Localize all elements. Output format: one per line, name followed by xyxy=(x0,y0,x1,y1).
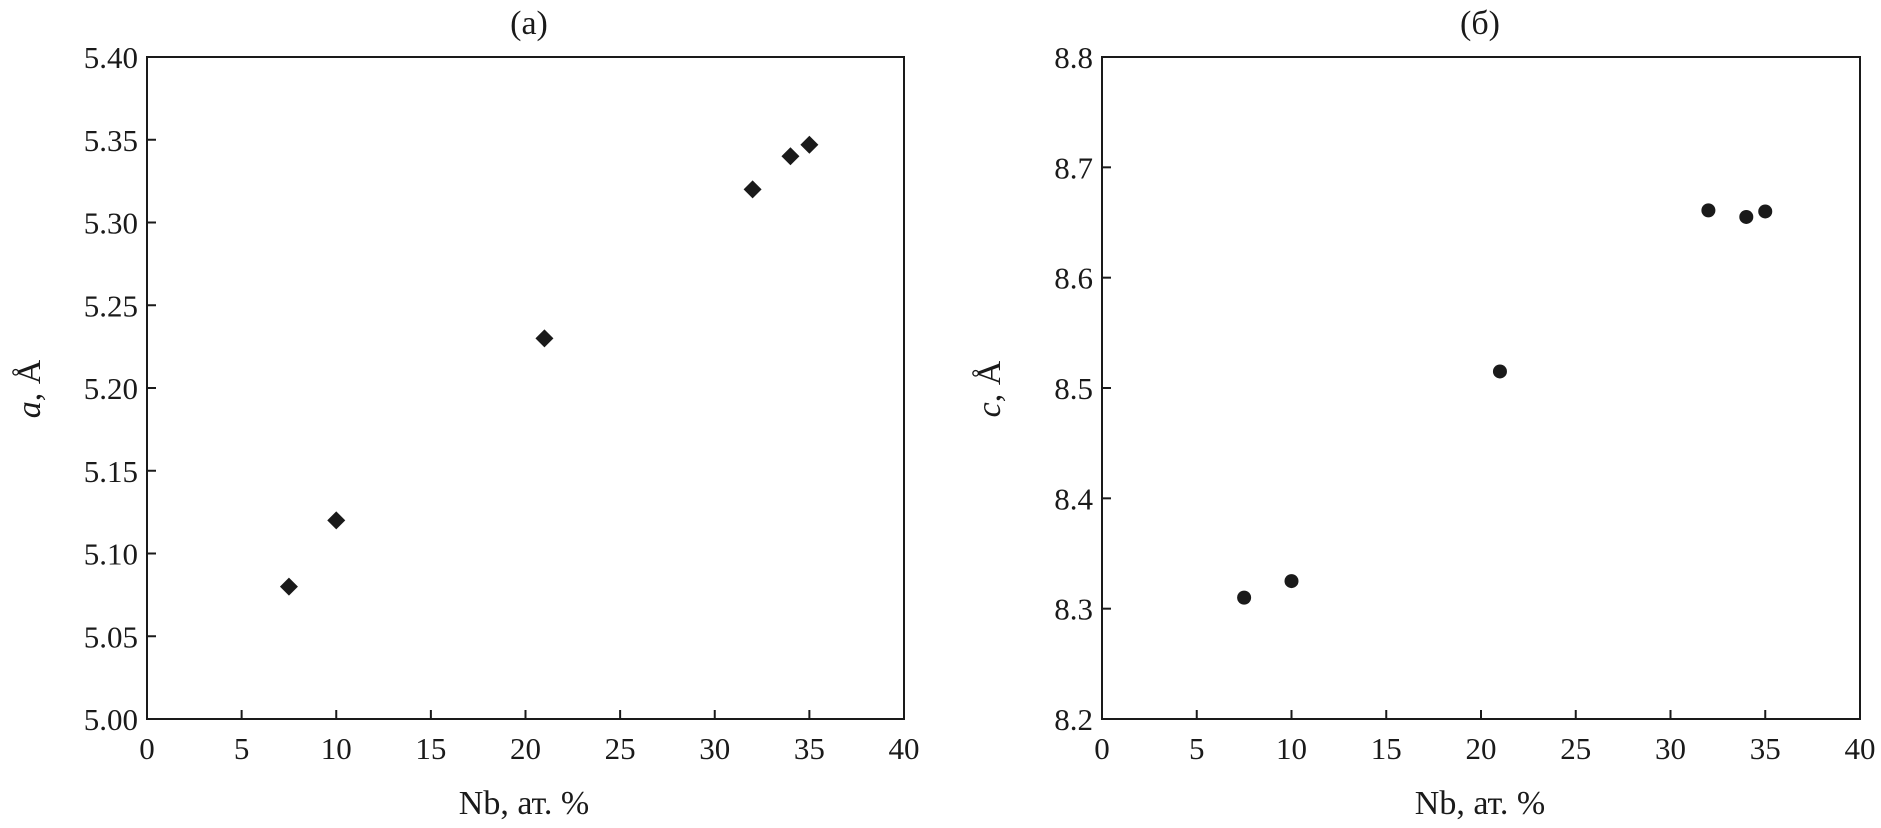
x-tick-label: 20 xyxy=(510,731,541,766)
x-tick-label: 35 xyxy=(794,731,825,766)
y-tick-label: 5.30 xyxy=(84,206,138,241)
panel-b-plot-frame xyxy=(1101,56,1861,720)
y-tick-label: 5.10 xyxy=(84,537,138,572)
y-tick-label: 8.4 xyxy=(1054,481,1093,516)
panel-a-y-axis-label: a, Å xyxy=(11,359,48,418)
panel-b-x-ticks: 0 5 10 15 20 25 30 35 40 xyxy=(1094,710,1876,766)
y-tick-label: 5.15 xyxy=(84,454,138,489)
panel-a-y-axis-unit: , Å xyxy=(11,359,48,401)
y-tick-label: 5.05 xyxy=(84,619,138,654)
x-tick-label: 5 xyxy=(1189,731,1205,766)
data-point-circle xyxy=(1701,203,1716,218)
x-tick-label: 15 xyxy=(415,731,446,766)
x-tick-label: 10 xyxy=(1276,731,1307,766)
panel-b-markers xyxy=(1237,203,1773,605)
x-tick-label: 0 xyxy=(139,731,155,766)
data-point-diamond xyxy=(279,577,298,596)
x-tick-label: 15 xyxy=(1371,731,1402,766)
x-tick-label: 10 xyxy=(321,731,352,766)
data-point-circle xyxy=(1739,209,1754,224)
panel-b-y-axis-variable: c xyxy=(971,402,1008,417)
y-tick-label: 5.00 xyxy=(84,702,138,737)
data-point-circle xyxy=(1237,590,1252,605)
y-tick-label: 8.5 xyxy=(1054,371,1093,406)
x-tick-label: 35 xyxy=(1750,731,1781,766)
x-tick-label: 0 xyxy=(1094,731,1110,766)
x-tick-label: 40 xyxy=(889,731,920,766)
y-tick-label: 8.8 xyxy=(1054,40,1093,75)
y-tick-label: 8.2 xyxy=(1054,702,1093,737)
x-tick-label: 25 xyxy=(1560,731,1591,766)
panel-a-y-ticks: 5.00 5.05 5.10 5.15 5.20 5.25 5.30 5.35 5.40 xyxy=(84,40,156,737)
x-tick-label: 25 xyxy=(605,731,636,766)
data-point-diamond xyxy=(781,147,800,166)
panel-a-x-ticks: 0 5 10 15 20 25 30 35 40 xyxy=(139,710,920,766)
data-point-diamond xyxy=(535,329,554,348)
data-point-diamond xyxy=(327,511,346,530)
x-tick-label: 5 xyxy=(234,731,250,766)
y-tick-label: 5.20 xyxy=(84,371,138,406)
y-tick-label: 5.35 xyxy=(84,123,138,158)
panel-a-y-axis-variable: a xyxy=(11,401,48,418)
panel-a-markers xyxy=(279,135,819,596)
panel-b-y-ticks: 8.2 8.3 8.4 8.5 8.6 8.7 8.8 xyxy=(1054,40,1111,737)
chart-panel-b: (б) 0 5 10 15 20 25 30 35 40 8.28.38.48.58.68.78… xyxy=(971,5,1876,822)
data-point-diamond xyxy=(743,180,762,199)
data-point-diamond xyxy=(800,135,819,154)
data-point-circle xyxy=(1284,574,1299,589)
data-point-circle xyxy=(1758,204,1773,219)
x-tick-label: 20 xyxy=(1466,731,1497,766)
panel-b-y-axis-unit: , Å xyxy=(971,360,1008,402)
y-tick-label: 8.7 xyxy=(1054,150,1093,185)
panel-b-y-axis-label: c, Å xyxy=(971,360,1008,417)
panel-b-title: (б) xyxy=(1460,5,1500,42)
x-tick-label: 30 xyxy=(1655,731,1686,766)
y-tick-label: 5.40 xyxy=(84,40,138,75)
panel-b-x-axis-label: Nb, ат. % xyxy=(1415,785,1545,822)
panel-a-title: (a) xyxy=(510,5,548,42)
panel-a-x-axis-label: Nb, ат. % xyxy=(459,785,589,822)
y-tick-label: 5.25 xyxy=(84,288,138,323)
x-tick-label: 40 xyxy=(1845,731,1876,766)
y-tick-label: 8.6 xyxy=(1054,261,1093,296)
chart-panel-a: (a) 0 5 10 15 20 25 30 35 40 5.00 5.05 5.10 5.15 5.2… xyxy=(11,5,920,822)
y-tick-label: 8.3 xyxy=(1054,592,1093,627)
data-point-circle xyxy=(1492,364,1507,379)
x-tick-label: 30 xyxy=(699,731,730,766)
